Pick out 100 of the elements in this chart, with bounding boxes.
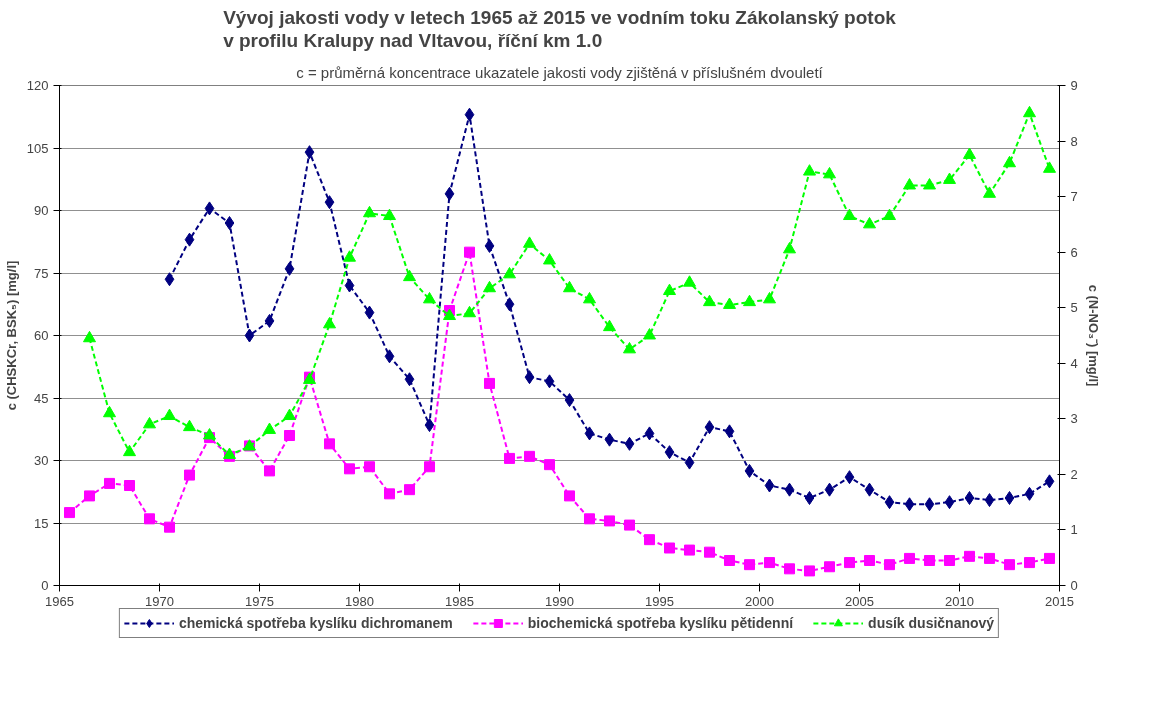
- point: [483, 280, 496, 293]
- point: [583, 291, 596, 304]
- point: [724, 424, 735, 439]
- point: [384, 349, 395, 364]
- point: [884, 559, 895, 571]
- point: [804, 565, 815, 577]
- legend-label: chemická spotřeba kyslíku dichromanem: [178, 615, 453, 631]
- point: [743, 294, 756, 307]
- point: [704, 420, 715, 435]
- point: [843, 208, 856, 221]
- point: [424, 418, 435, 433]
- y2-tick-label: 6: [1070, 244, 1078, 260]
- point: [624, 519, 635, 531]
- x-tick-label: 1975: [245, 593, 274, 609]
- point: [844, 470, 855, 485]
- point: [563, 280, 576, 293]
- point: [984, 493, 995, 508]
- point: [624, 436, 635, 451]
- point: [924, 555, 935, 566]
- point: [143, 416, 156, 429]
- point: [803, 164, 816, 176]
- x-tick-label: 1965: [45, 593, 74, 609]
- point: [784, 482, 795, 497]
- point: [404, 484, 415, 496]
- point: [484, 238, 495, 253]
- legend-label: biochemická spotřeba kyslíku pětidenní: [527, 615, 794, 631]
- y2-tick-label: 3: [1070, 411, 1078, 427]
- point: [524, 370, 535, 385]
- point: [704, 546, 715, 558]
- y2-tick-label: 7: [1070, 189, 1078, 205]
- point: [864, 482, 875, 497]
- chart-subtitle: c = průměrná koncentrace ukazatele jakosti vody zjištěná v příslušném dvouletí: [296, 63, 824, 81]
- x-tick-label: 1995: [645, 593, 674, 609]
- point: [403, 269, 416, 282]
- y-tick-label: 45: [34, 390, 49, 406]
- point: [664, 542, 675, 554]
- point: [464, 246, 475, 258]
- point: [703, 294, 716, 307]
- point: [604, 515, 615, 527]
- point: [203, 428, 216, 440]
- point: [603, 319, 616, 332]
- point: [964, 550, 975, 562]
- point: [164, 521, 175, 533]
- point: [363, 205, 376, 218]
- x-tick-label: 1970: [145, 593, 174, 609]
- y-tick-label: 90: [34, 203, 49, 218]
- point: [584, 426, 595, 441]
- point: [1004, 491, 1015, 505]
- point: [164, 272, 175, 287]
- point: [304, 145, 315, 160]
- point: [323, 316, 336, 329]
- y2-axis-title: c (N-NO₃⁻) [mg/l]: [1085, 284, 1101, 387]
- point: [1003, 155, 1016, 168]
- y2-tick-label: 8: [1070, 133, 1078, 149]
- point: [883, 208, 896, 221]
- point: [504, 297, 515, 312]
- point: [763, 291, 776, 304]
- point: [1024, 486, 1035, 501]
- point: [584, 513, 595, 525]
- point: [524, 450, 535, 462]
- x-tick-label: 2005: [845, 593, 874, 609]
- point: [684, 544, 695, 556]
- point: [983, 186, 996, 198]
- point: [664, 445, 675, 460]
- point: [103, 405, 116, 418]
- point: [183, 419, 196, 432]
- point: [523, 236, 536, 248]
- point: [383, 208, 396, 221]
- x-tick-label: 1985: [445, 593, 474, 609]
- point: [604, 432, 615, 447]
- point: [764, 478, 775, 493]
- point: [683, 275, 696, 287]
- point: [1004, 559, 1015, 571]
- x-tick-label: 1980: [345, 593, 374, 609]
- y-tick-label: 15: [34, 515, 49, 531]
- x-tick-label: 1990: [545, 593, 574, 609]
- point: [423, 291, 436, 304]
- point: [184, 232, 195, 247]
- point: [623, 341, 636, 354]
- point: [263, 422, 276, 434]
- y-tick-label: 60: [34, 328, 49, 343]
- point: [864, 555, 875, 566]
- point: [104, 477, 115, 489]
- point: [644, 426, 655, 441]
- point: [464, 107, 475, 122]
- point: [344, 463, 355, 475]
- point: [884, 495, 895, 510]
- point: [1044, 474, 1055, 489]
- legend-label: dusík dusičnanový: [868, 615, 995, 631]
- point: [284, 430, 295, 441]
- point: [264, 465, 275, 477]
- point: [844, 557, 855, 569]
- point: [364, 305, 375, 320]
- y2-tick-label: 2: [1070, 466, 1078, 482]
- point: [264, 313, 275, 328]
- point: [443, 308, 456, 321]
- point: [463, 305, 476, 318]
- point: [444, 186, 455, 201]
- point: [824, 561, 835, 573]
- point: [503, 266, 516, 279]
